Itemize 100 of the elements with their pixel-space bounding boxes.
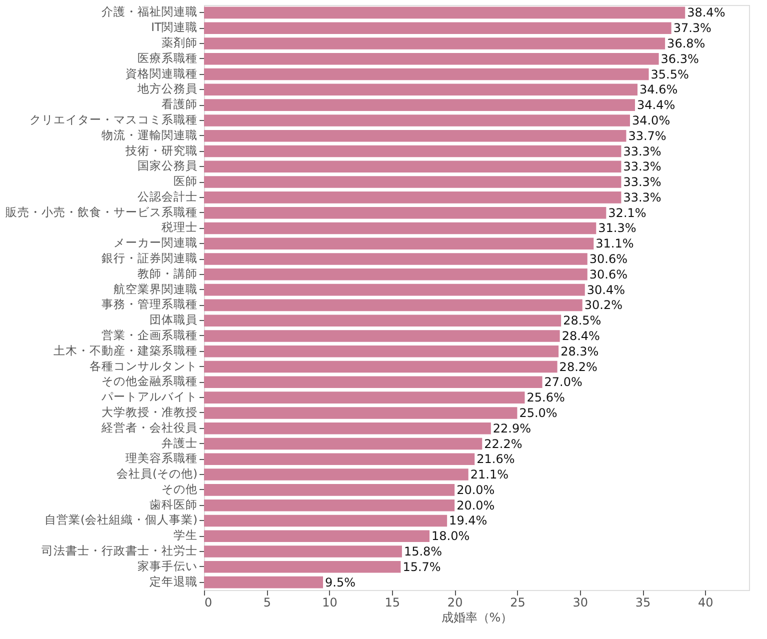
bar: [204, 22, 672, 34]
data-label: 33.3%: [623, 160, 662, 174]
bar: [204, 422, 491, 434]
y-tick-label: 航空業界関連職: [114, 282, 198, 296]
data-label: 30.6%: [589, 252, 628, 266]
y-tick-label: 看護師: [162, 97, 198, 112]
bar: [204, 52, 659, 65]
x-tick-label: 25: [510, 596, 526, 610]
bar: [204, 68, 649, 80]
bar: [204, 453, 475, 466]
bar: [204, 284, 585, 296]
y-tick-label: 介護・福祉関連職: [102, 4, 198, 19]
bar: [204, 206, 606, 219]
data-label: 33.3%: [623, 175, 662, 190]
bar: [204, 84, 638, 96]
x-tick-label: 20: [447, 596, 463, 610]
y-tick-label: 銀行・証券関連職: [102, 251, 198, 266]
data-label: 38.4%: [687, 6, 726, 20]
y-tick-label: 学生: [174, 528, 198, 542]
data-label: 15.8%: [404, 544, 442, 559]
y-tick-label: 大学教授・准教授: [102, 404, 198, 419]
bar: [204, 546, 402, 558]
bar: [204, 99, 635, 111]
data-label: 33.3%: [623, 144, 662, 158]
bar: [204, 530, 430, 542]
y-tick-label: 事務・管理系職種: [102, 297, 198, 312]
data-label: 36.3%: [660, 52, 699, 66]
y-tick-label: 司法書士・行政書士・社労士: [42, 544, 198, 558]
bar: [204, 376, 542, 388]
bar: [204, 38, 666, 50]
data-label: 30.6%: [589, 267, 628, 282]
bar: [204, 514, 448, 527]
data-label: 28.5%: [563, 314, 602, 328]
data-label: 33.7%: [628, 128, 666, 143]
data-label: 34.4%: [636, 98, 676, 112]
y-tick-label: 定年退職: [150, 574, 198, 588]
data-label: 37.3%: [673, 21, 712, 36]
data-label: 31.3%: [598, 221, 636, 236]
bar: [204, 145, 622, 158]
data-label: 18.0%: [432, 529, 470, 544]
data-label: 22.9%: [492, 421, 532, 436]
y-tick-label: 弁護士: [162, 436, 198, 450]
data-label: 20.0%: [456, 498, 495, 512]
y-tick-label: パートアルバイト: [100, 390, 198, 404]
y-tick-label: 医師: [174, 174, 198, 188]
y-tick-label: 税理士: [162, 220, 198, 234]
data-label: 15.7%: [402, 560, 441, 574]
y-tick-label: 教師・講師: [138, 266, 198, 280]
y-tick-label: 歯科医師: [150, 497, 198, 512]
data-label: 9.5%: [325, 575, 356, 590]
x-axis-title: 成婚率（%）: [441, 610, 513, 624]
x-tick-label: 35: [635, 596, 651, 610]
y-tick-label: 団体職員: [150, 312, 198, 327]
y-tick-label: その他金融系職種: [102, 374, 198, 388]
x-tick-label: 30: [572, 596, 588, 610]
y-tick-label: 地方公務員: [136, 82, 198, 96]
data-label: 28.2%: [559, 360, 598, 374]
data-label: 30.4%: [586, 282, 625, 297]
y-tick-label: IT関連職: [151, 20, 198, 34]
bar: [204, 160, 622, 173]
data-label: 32.1%: [608, 206, 646, 220]
x-tick-label: 15: [384, 596, 400, 610]
bar: [204, 238, 594, 250]
bar: [204, 176, 622, 188]
data-label: 31.1%: [596, 236, 634, 251]
data-label: 35.5%: [650, 67, 689, 82]
y-tick-label: メーカー関連職: [114, 236, 198, 250]
y-tick-label: 医療系職種: [138, 50, 198, 65]
y-tick-label: 理美容系職種: [126, 451, 198, 466]
y-tick-label: 家事手伝い: [138, 558, 198, 573]
bar: [204, 345, 559, 358]
y-tick-label: 公認会計士: [138, 189, 198, 204]
data-label: 25.0%: [519, 406, 558, 420]
x-tick-label: 40: [698, 596, 714, 610]
bar: [204, 468, 468, 480]
x-tick-label: 5: [263, 596, 271, 610]
y-tick-label: 営業・企画系職種: [102, 328, 198, 342]
data-label: 25.6%: [526, 390, 565, 405]
bar: [204, 6, 686, 19]
bar: [204, 484, 455, 496]
y-tick-label: 販売・小売・飲食・サービス系職種: [6, 204, 198, 219]
data-label: 20.0%: [456, 482, 495, 497]
y-tick-label: 国家公務員: [138, 158, 198, 173]
bar: [204, 499, 455, 512]
bar: [204, 253, 588, 265]
data-label: 22.2%: [484, 436, 522, 451]
data-label: 30.2%: [584, 298, 622, 312]
y-tick-label: 資格関連職種: [126, 66, 198, 80]
bar: [204, 130, 626, 142]
data-label: 21.1%: [470, 468, 508, 482]
x-tick-label: 0: [204, 596, 212, 610]
y-tick-label: クリエイター・マスコミ系職種: [30, 112, 198, 126]
data-label: 33.3%: [623, 190, 662, 204]
y-tick-label: 各種コンサルタント: [90, 358, 198, 373]
y-tick-label: その他: [162, 482, 198, 496]
data-label: 19.4%: [449, 514, 488, 528]
bar: [204, 222, 596, 234]
y-tick-label: 技術・研究職: [124, 143, 198, 158]
bar: [204, 438, 482, 450]
data-label: 34.0%: [632, 113, 670, 128]
